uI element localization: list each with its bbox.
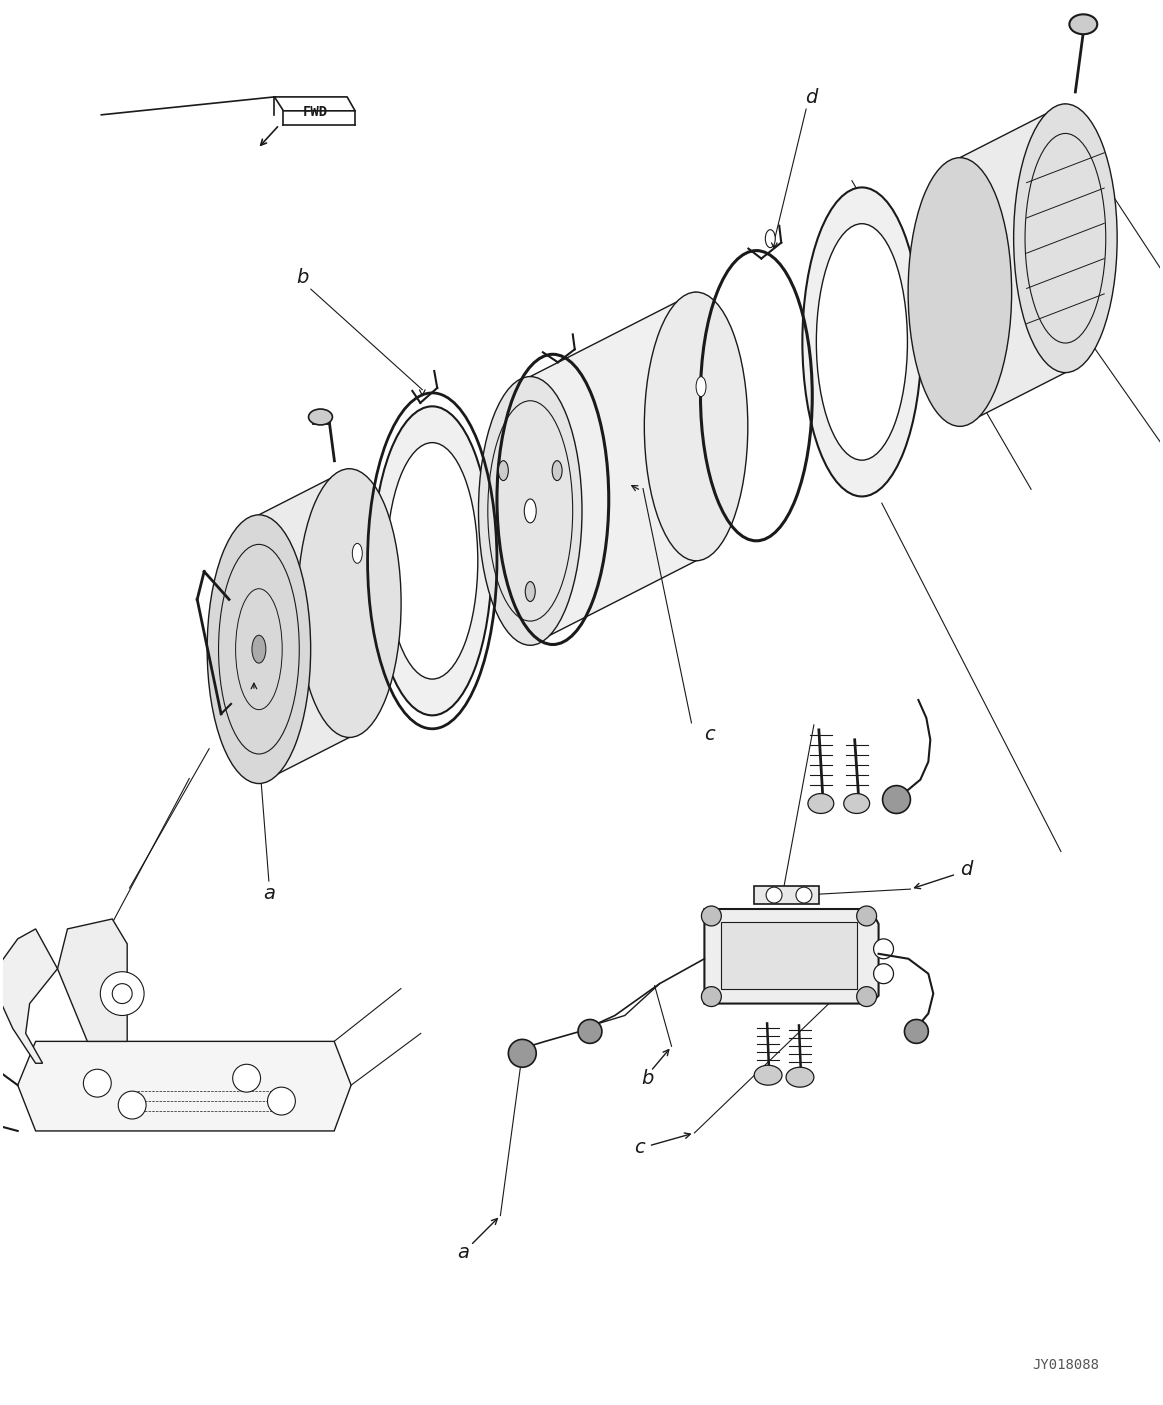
Ellipse shape [857,986,877,1006]
Ellipse shape [252,635,266,663]
Text: FWD: FWD [302,105,328,119]
Polygon shape [259,469,349,784]
Ellipse shape [113,983,133,1003]
Text: c: c [634,1138,645,1158]
Ellipse shape [905,1020,928,1044]
Ellipse shape [843,794,870,813]
Polygon shape [57,919,127,1041]
Ellipse shape [795,887,812,903]
Polygon shape [0,929,57,1064]
Polygon shape [17,1041,351,1131]
Ellipse shape [1070,14,1097,34]
Ellipse shape [526,582,535,601]
Ellipse shape [873,939,893,958]
Ellipse shape [207,514,311,784]
Ellipse shape [908,157,1012,426]
Ellipse shape [352,544,363,563]
Ellipse shape [644,292,748,561]
Ellipse shape [816,223,907,461]
Polygon shape [754,887,819,903]
Ellipse shape [1014,104,1118,372]
Ellipse shape [808,794,834,813]
Ellipse shape [387,443,478,679]
Polygon shape [959,104,1065,426]
Polygon shape [721,922,857,989]
Ellipse shape [233,1064,261,1092]
Ellipse shape [267,1087,295,1116]
Ellipse shape [298,469,401,738]
Polygon shape [530,292,697,645]
Text: a: a [263,884,274,902]
Ellipse shape [765,229,776,247]
Ellipse shape [499,461,508,481]
Ellipse shape [701,986,721,1006]
Ellipse shape [857,906,877,926]
Text: b: b [297,268,309,287]
Ellipse shape [478,377,582,645]
Text: b: b [642,1069,654,1087]
Ellipse shape [786,1068,814,1087]
Ellipse shape [697,377,706,396]
Text: d: d [959,860,972,878]
Ellipse shape [308,409,333,424]
Ellipse shape [578,1020,602,1044]
Ellipse shape [84,1069,112,1097]
Text: c: c [704,725,715,745]
Ellipse shape [508,1040,536,1068]
Ellipse shape [100,972,144,1016]
Ellipse shape [552,461,562,481]
Ellipse shape [119,1092,147,1118]
Ellipse shape [373,406,492,715]
Ellipse shape [701,906,721,926]
Text: a: a [457,1243,470,1262]
Polygon shape [705,909,878,1003]
Ellipse shape [802,187,921,496]
Ellipse shape [873,964,893,983]
Text: d: d [805,87,818,107]
Ellipse shape [754,1065,782,1085]
Ellipse shape [766,887,782,903]
Ellipse shape [525,499,536,523]
Ellipse shape [883,785,911,813]
Text: JY018088: JY018088 [1033,1357,1099,1371]
